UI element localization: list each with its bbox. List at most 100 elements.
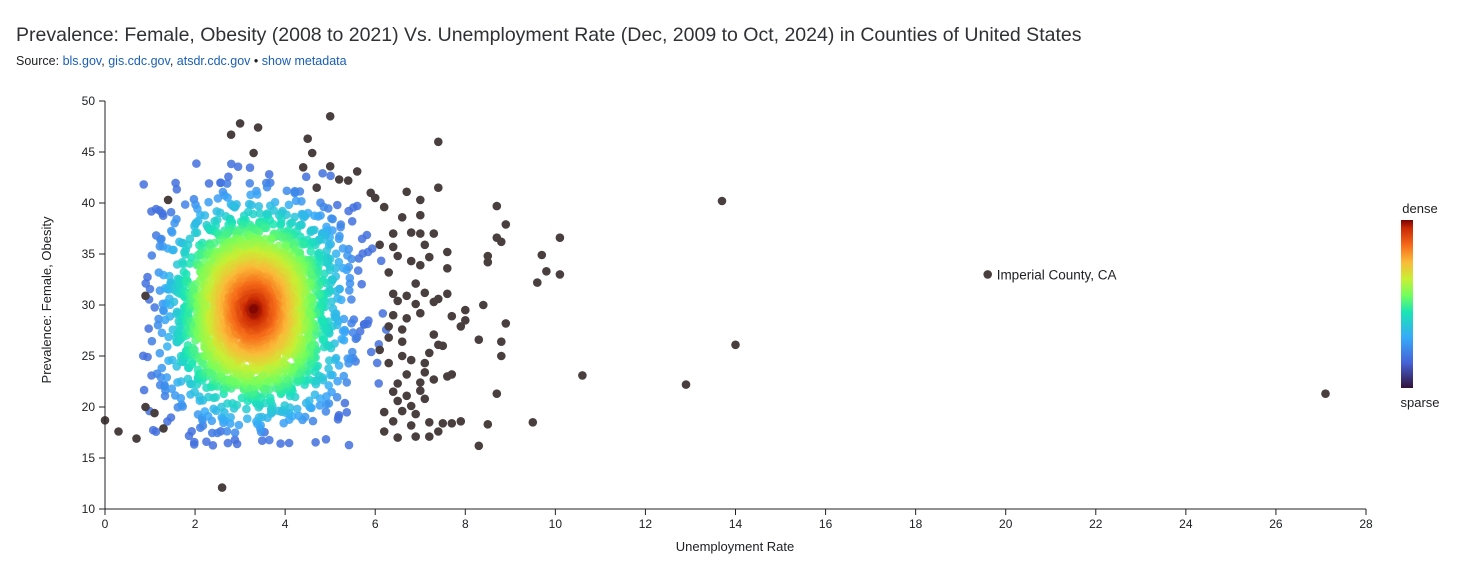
scatter-point[interactable] <box>308 416 318 426</box>
scatter-point[interactable] <box>318 169 327 178</box>
scatter-point[interactable] <box>438 419 448 428</box>
scatter-point[interactable] <box>211 393 220 402</box>
scatter-point[interactable] <box>330 313 340 322</box>
scatter-point[interactable] <box>168 355 177 365</box>
scatter-point[interactable] <box>420 288 430 298</box>
scatter-point[interactable] <box>190 345 199 355</box>
scatter-point[interactable] <box>199 359 208 369</box>
scatter-point[interactable] <box>402 370 412 379</box>
scatter-point[interactable] <box>379 427 389 436</box>
scatter-point[interactable] <box>378 309 388 318</box>
scatter-point[interactable] <box>284 200 294 210</box>
scatter-point[interactable] <box>397 213 407 222</box>
scatter-point[interactable] <box>402 391 412 401</box>
scatter-point[interactable] <box>501 220 511 229</box>
scatter-point[interactable] <box>425 252 434 262</box>
scatter-point[interactable] <box>200 407 210 416</box>
scatter-point[interactable] <box>286 219 295 228</box>
scatter-point[interactable] <box>303 134 313 143</box>
scatter-point[interactable] <box>190 437 199 447</box>
scatter-point[interactable] <box>1321 389 1330 399</box>
scatter-point[interactable] <box>342 408 352 417</box>
scatter-point[interactable] <box>253 123 263 132</box>
scatter-point[interactable] <box>353 266 363 275</box>
scatter-point[interactable] <box>291 196 301 206</box>
scatter-point[interactable] <box>139 385 149 395</box>
scatter-point[interactable] <box>183 374 193 384</box>
scatter-point[interactable] <box>334 175 344 184</box>
scatter-point[interactable] <box>257 436 267 446</box>
scatter-point[interactable] <box>343 251 352 260</box>
scatter-point[interactable] <box>479 300 488 310</box>
scatter-point[interactable] <box>483 251 493 261</box>
scatter-point[interactable] <box>222 179 232 188</box>
scatter-point[interactable] <box>339 371 349 381</box>
scatter-point[interactable] <box>447 311 457 321</box>
scatter-point[interactable] <box>317 315 326 325</box>
scatter-point[interactable] <box>370 193 380 203</box>
scatter-point[interactable] <box>249 148 258 158</box>
scatter-point[interactable] <box>209 404 218 414</box>
scatter-point[interactable] <box>492 201 502 211</box>
scatter-point[interactable] <box>406 421 416 430</box>
scatter-point[interactable] <box>299 213 308 222</box>
scatter-point[interactable] <box>307 148 317 158</box>
scatter-point[interactable] <box>150 303 159 312</box>
scatter-point[interactable] <box>406 228 416 237</box>
scatter-point[interactable] <box>325 112 335 121</box>
scatter-point[interactable] <box>249 305 258 314</box>
scatter-point[interactable] <box>492 389 502 399</box>
scatter-point[interactable] <box>717 196 727 206</box>
scatter-point[interactable] <box>393 251 403 261</box>
scatter-point[interactable] <box>416 195 425 205</box>
scatter-point[interactable] <box>420 240 430 250</box>
scatter-point[interactable] <box>443 247 452 257</box>
scatter-point[interactable] <box>416 260 425 270</box>
scatter-point[interactable] <box>169 297 179 307</box>
scatter-point[interactable] <box>166 207 176 217</box>
scatter-point[interactable] <box>141 291 150 301</box>
show-metadata-link[interactable]: show metadata <box>261 54 347 68</box>
scatter-point[interactable] <box>163 342 172 351</box>
scatter-point[interactable] <box>265 435 274 445</box>
scatter-point[interactable] <box>388 289 398 299</box>
scatter-point[interactable] <box>163 195 173 205</box>
scatter-point[interactable] <box>443 264 452 273</box>
scatter-point[interactable] <box>416 378 425 387</box>
scatter-point[interactable] <box>217 483 227 492</box>
scatter-point[interactable] <box>402 187 412 197</box>
scatter-point[interactable] <box>294 411 304 421</box>
scatter-point[interactable] <box>429 375 439 384</box>
scatter-point[interactable] <box>190 387 199 397</box>
scatter-point[interactable] <box>321 407 331 416</box>
scatter-point[interactable] <box>213 194 223 203</box>
scatter-point[interactable] <box>388 387 398 397</box>
scatter-point[interactable] <box>325 356 334 365</box>
scatter-point[interactable] <box>425 432 434 441</box>
scatter-point[interactable] <box>192 228 202 237</box>
scatter-point[interactable] <box>483 257 493 267</box>
scatter-point[interactable] <box>165 312 175 321</box>
scatter-point[interactable] <box>456 417 466 426</box>
scatter-point[interactable] <box>290 188 299 198</box>
scatter-point[interactable] <box>411 299 421 309</box>
scatter-point[interactable] <box>388 242 398 252</box>
scatter-point[interactable] <box>461 305 470 315</box>
scatter-point[interactable] <box>555 270 565 279</box>
scatter-point[interactable] <box>384 322 394 331</box>
scatter-point[interactable] <box>333 200 342 210</box>
scatter-point[interactable] <box>333 376 342 386</box>
scatter-point[interactable] <box>143 272 152 282</box>
scatter-point[interactable] <box>153 320 163 330</box>
scatter-point[interactable] <box>474 335 484 345</box>
scatter-point[interactable] <box>276 439 285 448</box>
scatter-point[interactable] <box>192 159 201 168</box>
scatter-point[interactable] <box>474 441 484 451</box>
scatter-point[interactable] <box>402 314 412 323</box>
scatter-point[interactable] <box>300 412 310 422</box>
scatter-point[interactable] <box>393 433 403 442</box>
scatter-point[interactable] <box>345 286 354 295</box>
scatter-point[interactable] <box>357 234 367 244</box>
scatter-point[interactable] <box>347 318 356 328</box>
scatter-point[interactable] <box>388 229 398 238</box>
